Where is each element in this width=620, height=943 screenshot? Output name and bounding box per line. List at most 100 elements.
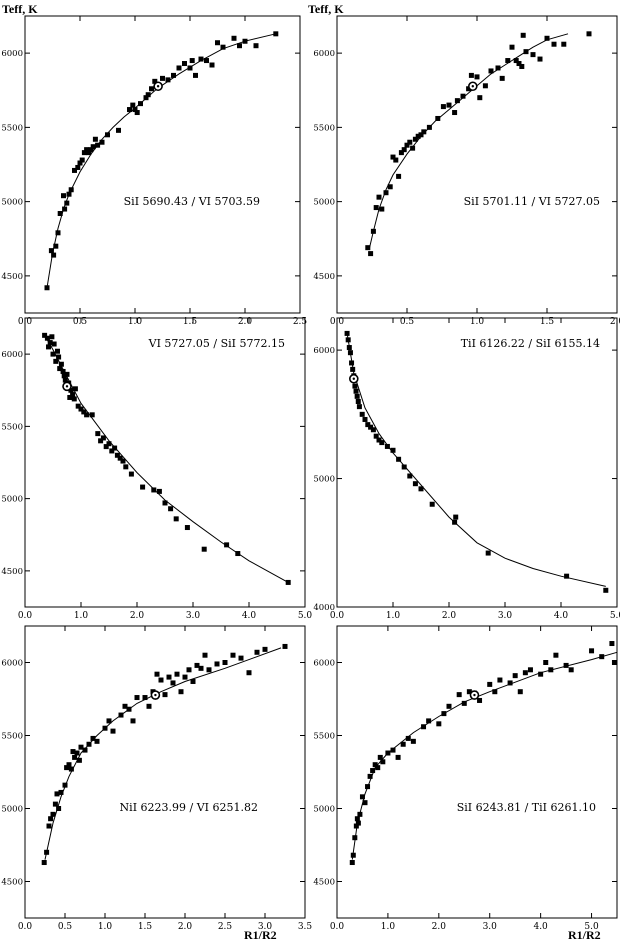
y-tick-label: 6000 [313, 49, 335, 59]
data-point [354, 816, 360, 822]
fit-curve [44, 335, 289, 583]
data-point [390, 747, 396, 753]
data-point [477, 697, 483, 703]
data-point [53, 358, 59, 364]
data-point [152, 78, 158, 84]
data-point [347, 350, 353, 356]
data-point [410, 738, 416, 744]
data-point [173, 516, 179, 522]
data-point [359, 794, 365, 800]
panel-title: TiI 6126.22 / SiI 6155.14 [461, 337, 600, 350]
data-point [396, 456, 402, 462]
data-point [452, 519, 458, 525]
data-point [349, 860, 355, 866]
x-tick-label: 5.0 [584, 922, 599, 932]
panel-frame [336, 15, 618, 314]
x-tick-label: 2.0 [442, 611, 457, 621]
data-point [134, 695, 140, 701]
data-point [412, 136, 418, 142]
data-point [421, 129, 427, 135]
data-point [130, 718, 136, 724]
data-point [182, 674, 188, 680]
data-point [182, 61, 187, 67]
y-tick-label: 5500 [313, 732, 335, 742]
data-point [377, 754, 383, 760]
data-point [71, 396, 77, 402]
x-tick-label: 0.0 [330, 922, 345, 932]
data-point [497, 677, 503, 683]
x-tick-label: 1.0 [74, 611, 89, 621]
data-point [405, 735, 411, 741]
data-point [168, 506, 174, 512]
data-point [415, 133, 421, 139]
y-tick-label: 5000 [313, 198, 335, 208]
data-point [89, 412, 95, 418]
data-point [117, 455, 123, 461]
data-point [66, 191, 72, 197]
data-point [520, 32, 526, 38]
data-point [170, 680, 176, 686]
y-axis-label-right: Teff, K [308, 2, 344, 16]
data-point [421, 724, 427, 730]
data-point [485, 550, 491, 556]
data-point [50, 351, 56, 357]
data-point [453, 514, 459, 520]
x-tick-label: 5.0 [610, 611, 620, 621]
data-point [346, 345, 352, 351]
data-point [79, 157, 85, 163]
data-point [193, 72, 198, 78]
data-point [78, 744, 84, 750]
x-tick-label: 2.0 [130, 611, 145, 621]
x-tick-label: 3.5 [298, 922, 313, 932]
data-point [98, 438, 104, 444]
sun-symbol-dot [156, 85, 160, 88]
y-tick-label: 5000 [1, 495, 23, 505]
panel-frame [336, 625, 618, 919]
x-tick-label: 0.0 [18, 611, 33, 621]
data-point [94, 738, 100, 744]
x-tick-label: 1.0 [98, 922, 113, 932]
data-point [365, 245, 371, 251]
data-point [407, 139, 413, 145]
data-point [345, 337, 351, 343]
data-point [254, 649, 260, 655]
data-point [112, 445, 118, 451]
x-tick-label: 2.0 [178, 922, 193, 932]
panel-3: 0.0 1.0 2.0 3.0 4.0 5.0 4500 5000 5500 6000 VI 572… [1, 317, 312, 621]
y-tick-label: 6000 [313, 346, 335, 356]
data-point [176, 65, 182, 71]
data-point [527, 667, 533, 673]
data-point [202, 652, 208, 658]
panel-frame [24, 15, 301, 314]
data-point [58, 789, 64, 795]
y-tick-label: 4500 [1, 567, 23, 577]
data-point [513, 58, 519, 64]
data-point [609, 641, 615, 647]
data-point [57, 366, 63, 372]
data-point [186, 667, 192, 673]
x-tick-label: 1.0 [381, 922, 396, 932]
data-point [492, 689, 498, 695]
data-point [51, 341, 57, 347]
data-point [201, 546, 207, 552]
data-point [352, 835, 358, 841]
data-point [603, 587, 609, 593]
data-point [109, 448, 115, 454]
data-point [367, 773, 373, 779]
data-point [359, 411, 365, 417]
data-point [365, 422, 371, 428]
data-point [62, 377, 68, 383]
data-point [383, 190, 389, 196]
y-tick-label: 5000 [313, 805, 335, 815]
data-point [52, 801, 58, 807]
data-point [126, 706, 132, 712]
data-point [231, 35, 237, 41]
y-tick-label: 6000 [1, 659, 23, 669]
data-point [165, 77, 171, 83]
data-point [46, 823, 52, 829]
data-point [149, 86, 154, 92]
x-tick-label: 1.5 [138, 922, 153, 932]
data-point [95, 142, 101, 148]
data-point [477, 95, 483, 101]
data-point [72, 167, 77, 173]
